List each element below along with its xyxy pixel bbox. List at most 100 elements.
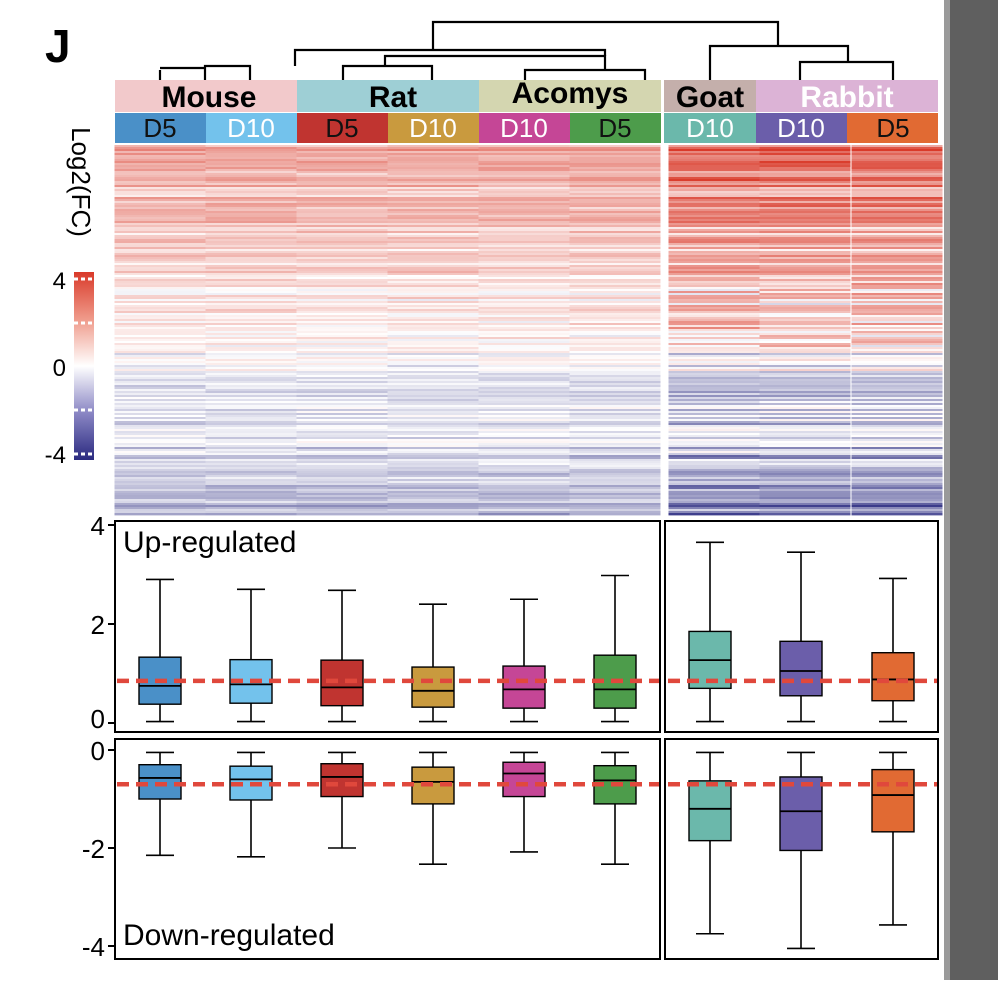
heatmap-cell: [759, 259, 851, 262]
heatmap-cell: [668, 501, 760, 504]
heatmap-cell: [114, 193, 206, 196]
heatmap-cell: [478, 451, 570, 454]
heatmap-cell: [114, 163, 206, 166]
heatmap-cell: [114, 351, 206, 354]
species-label-goat: Goat: [676, 81, 744, 114]
heatmap-cell: [296, 407, 388, 410]
heatmap-cell: [668, 333, 760, 336]
heatmap-cell: [668, 367, 760, 370]
heatmap-cell: [668, 307, 760, 310]
heatmap-cell: [851, 149, 943, 152]
heatmap-cell: [851, 431, 943, 434]
heatmap-cell: [296, 483, 388, 486]
heatmap-cell: [668, 217, 760, 220]
heatmap-cell: [668, 439, 760, 442]
heatmap-cell: [569, 209, 661, 212]
heatmap-cell: [851, 347, 943, 350]
heatmap-cell: [668, 417, 760, 420]
heatmap-cell: [759, 243, 851, 246]
heatmap-cell: [205, 309, 297, 312]
heatmap-cell: [296, 413, 388, 416]
heatmap-cell: [668, 269, 760, 272]
heatmap-cell: [114, 337, 206, 340]
heatmap-cell: [569, 343, 661, 346]
heatmap-cell: [387, 233, 479, 236]
heatmap-cell: [668, 497, 760, 500]
heatmap-cell: [478, 491, 570, 494]
heatmap-cell: [205, 495, 297, 498]
heatmap-cell: [851, 217, 943, 220]
heatmap-cell: [851, 277, 943, 280]
heatmap-cell: [851, 513, 943, 516]
heatmap-cell: [851, 177, 943, 180]
heatmap-cell: [205, 459, 297, 462]
heatmap-cell: [569, 301, 661, 304]
heatmap-cell: [205, 231, 297, 234]
heatmap-cell: [114, 167, 206, 170]
heatmap-cell: [569, 477, 661, 480]
heatmap-cell: [569, 313, 661, 316]
heatmap-cell: [668, 373, 760, 376]
heatmap-cell: [205, 261, 297, 264]
heatmap-cell: [387, 449, 479, 452]
heatmap-cell: [296, 417, 388, 420]
heatmap-cell: [387, 231, 479, 234]
heatmap-cell: [114, 209, 206, 212]
heatmap-cell: [114, 505, 206, 508]
heatmap-cell: [569, 317, 661, 320]
heatmap-cell: [387, 207, 479, 210]
heatmap-cell: [851, 481, 943, 484]
heatmap-cell: [296, 185, 388, 188]
heatmap-cell: [851, 449, 943, 452]
heatmap-cell: [387, 463, 479, 466]
heatmap-cell: [851, 337, 943, 340]
heatmap-cell: [668, 335, 760, 338]
heatmap-cell: [569, 389, 661, 392]
heatmap-cell: [478, 343, 570, 346]
heatmap-cell: [851, 249, 943, 252]
heatmap-cell: [387, 389, 479, 392]
heatmap-cell: [387, 315, 479, 318]
heatmap-cell: [205, 457, 297, 460]
heatmap-cell: [851, 397, 943, 400]
heatmap-cell: [205, 167, 297, 170]
heatmap-cell: [759, 261, 851, 264]
heatmap-cell: [478, 459, 570, 462]
heatmap-cell: [851, 461, 943, 464]
heatmap-cell: [569, 473, 661, 476]
heatmap-cell: [478, 247, 570, 250]
heatmap-cell: [478, 273, 570, 276]
heatmap-cell: [569, 321, 661, 324]
heatmap-cell: [205, 321, 297, 324]
heatmap-cell: [387, 181, 479, 184]
heatmap-cell: [205, 337, 297, 340]
heatmap-cell: [205, 269, 297, 272]
heatmap-cell: [296, 465, 388, 468]
heatmap-cell: [114, 173, 206, 176]
heatmap-cell: [387, 273, 479, 276]
heatmap-cell: [387, 243, 479, 246]
heatmap-cell: [668, 499, 760, 502]
heatmap-cell: [387, 307, 479, 310]
heatmap-cell: [569, 513, 661, 516]
heatmap-cell: [759, 485, 851, 488]
heatmap-cell: [478, 353, 570, 356]
heatmap-cell: [205, 221, 297, 224]
heatmap-cell: [759, 475, 851, 478]
heatmap-cell: [478, 411, 570, 414]
heatmap-cell: [387, 303, 479, 306]
heatmap-cell: [296, 395, 388, 398]
heatmap-cell: [759, 225, 851, 228]
colorbar-tick-label-4: 4: [53, 268, 66, 295]
heatmap-cell: [296, 415, 388, 418]
heatmap-cell: [759, 353, 851, 356]
heatmap-cell: [759, 291, 851, 294]
heatmap-cell: [205, 497, 297, 500]
heatmap-cell: [296, 215, 388, 218]
heatmap-cell: [387, 255, 479, 258]
up-y-tick-label-2: 2: [91, 610, 105, 640]
heatmap-cell: [478, 405, 570, 408]
heatmap-cell: [114, 423, 206, 426]
heatmap-cell: [759, 507, 851, 510]
heatmap-cell: [478, 195, 570, 198]
